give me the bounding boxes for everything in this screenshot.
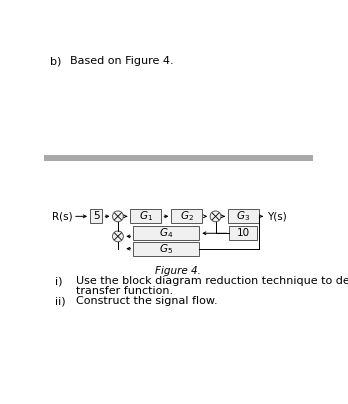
Circle shape (210, 211, 221, 222)
Bar (171, 209, 203, 223)
Text: transfer function.: transfer function. (76, 286, 173, 297)
Text: $G_3$: $G_3$ (236, 209, 251, 223)
Text: ii): ii) (55, 297, 66, 306)
Bar (44, 155, 313, 161)
Text: i): i) (55, 276, 63, 286)
Bar (133, 242, 199, 256)
Bar (228, 209, 259, 223)
Text: b): b) (50, 56, 61, 66)
Text: Construct the signal flow.: Construct the signal flow. (76, 297, 218, 306)
Text: Based on Figure 4.: Based on Figure 4. (70, 56, 173, 66)
Text: Use the block diagram reduction technique to determine the equivalent: Use the block diagram reduction techniqu… (76, 276, 348, 286)
Bar (229, 226, 258, 240)
Text: 5: 5 (93, 211, 100, 221)
Text: $G_1$: $G_1$ (139, 209, 153, 223)
Text: $G_2$: $G_2$ (180, 209, 194, 223)
Bar (90, 209, 102, 223)
Text: $G_4$: $G_4$ (159, 226, 173, 240)
Text: Figure 4.: Figure 4. (156, 266, 201, 276)
Text: 10: 10 (237, 228, 250, 238)
Text: $G_5$: $G_5$ (159, 242, 173, 256)
Text: Y(s): Y(s) (267, 211, 286, 221)
Bar (133, 226, 199, 240)
Circle shape (112, 231, 123, 242)
Text: R(s): R(s) (52, 211, 73, 221)
Bar (130, 209, 161, 223)
Circle shape (112, 211, 123, 222)
